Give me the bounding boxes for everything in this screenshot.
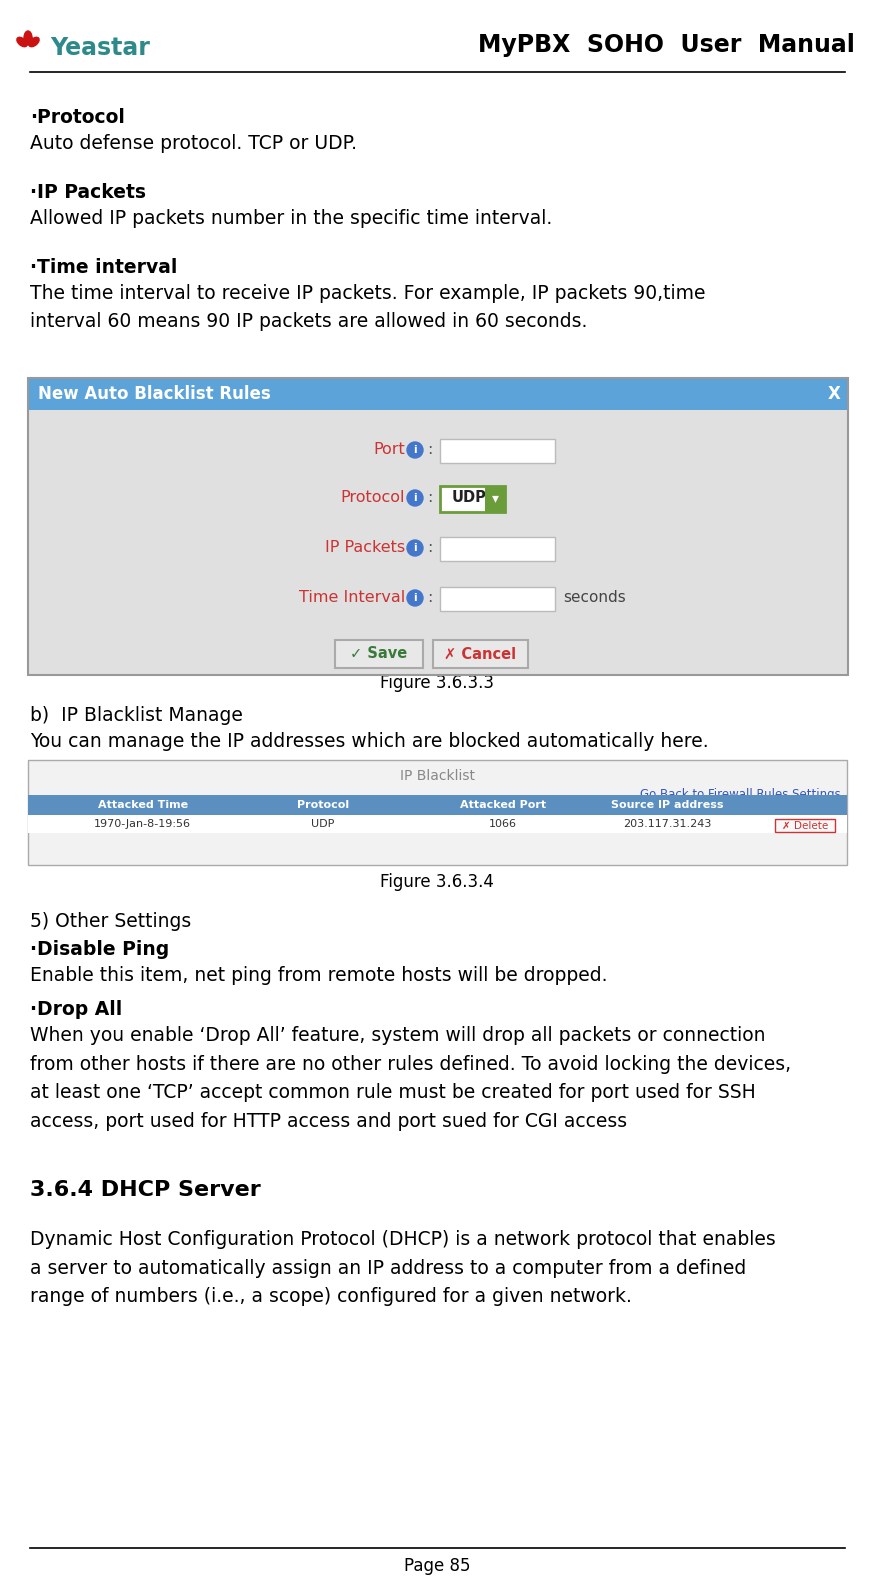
Circle shape [407,442,423,458]
Text: When you enable ‘Drop All’ feature, system will drop all packets or connection
f: When you enable ‘Drop All’ feature, syst… [30,1025,791,1131]
Text: ·Drop All: ·Drop All [30,1000,123,1019]
Text: 1970-Jan-8-19:56: 1970-Jan-8-19:56 [94,818,191,830]
Text: 5) Other Settings: 5) Other Settings [30,912,192,931]
Text: seconds: seconds [563,591,626,605]
Text: Page 85: Page 85 [403,1556,470,1575]
Bar [28,378,848,409]
Bar [28,378,848,675]
Bar [28,409,848,675]
Text: 203.117.31.243: 203.117.31.243 [623,818,711,830]
Circle shape [407,540,423,556]
Text: Allowed IP packets number in the specific time interval.: Allowed IP packets number in the specifi… [30,209,552,228]
Text: :: : [427,591,432,605]
Bar [433,640,528,668]
Text: IP Packets: IP Packets [325,540,405,556]
Circle shape [407,589,423,607]
Text: :: : [427,490,432,506]
Text: ·Time interval: ·Time interval [30,258,178,276]
Text: Time Interval: Time Interval [298,591,405,605]
Bar [28,815,847,833]
Bar [440,439,555,463]
Text: Attacked Time: Attacked Time [98,799,188,811]
Text: Auto defense protocol. TCP or UDP.: Auto defense protocol. TCP or UDP. [30,134,357,153]
Text: UDP: UDP [312,818,334,830]
Text: New Auto Blacklist Rules: New Auto Blacklist Rules [38,386,270,403]
Text: Port: Port [374,442,405,458]
Text: 1066: 1066 [489,818,517,830]
Text: i: i [413,592,416,604]
Ellipse shape [17,38,27,47]
Text: Figure 3.6.3.4: Figure 3.6.3.4 [380,874,493,891]
Bar [485,487,505,512]
Bar [28,760,847,864]
Text: ·Protocol: ·Protocol [30,107,125,126]
Bar [28,795,847,815]
Bar [440,588,555,611]
Text: ✗ Delete: ✗ Delete [782,820,828,831]
Text: ·IP Packets: ·IP Packets [30,183,146,202]
Text: Attacked Port: Attacked Port [460,799,546,811]
Bar [440,487,505,512]
Text: :: : [427,442,432,458]
Text: Source IP address: Source IP address [611,799,723,811]
Text: 3.6.4 DHCP Server: 3.6.4 DHCP Server [30,1180,261,1199]
Text: MyPBX  SOHO  User  Manual: MyPBX SOHO User Manual [478,33,855,57]
Text: You can manage the IP addresses which are blocked automatically here.: You can manage the IP addresses which ar… [30,732,709,750]
Text: b)  IP Blacklist Manage: b) IP Blacklist Manage [30,706,243,725]
Bar [335,640,423,668]
Text: X: X [828,386,840,403]
Circle shape [27,36,33,43]
Text: Go Back to Firewall Rules Settings: Go Back to Firewall Rules Settings [640,788,841,801]
Ellipse shape [29,38,39,47]
Text: UDP: UDP [452,490,486,506]
Text: ▾: ▾ [492,491,499,506]
Bar [775,818,835,833]
Text: ·Disable Ping: ·Disable Ping [30,940,169,959]
Circle shape [407,490,423,506]
Text: The time interval to receive IP packets. For example, IP packets 90,time
interva: The time interval to receive IP packets.… [30,284,705,330]
Text: ✓ Save: ✓ Save [350,646,408,662]
Text: IP Blacklist: IP Blacklist [400,769,475,784]
Ellipse shape [24,32,32,44]
Text: ✗ Cancel: ✗ Cancel [444,646,516,662]
Text: Enable this item, net ping from remote hosts will be dropped.: Enable this item, net ping from remote h… [30,965,607,984]
Text: Protocol: Protocol [297,799,349,811]
Text: Yeastar: Yeastar [50,36,150,60]
Text: Figure 3.6.3.3: Figure 3.6.3.3 [380,675,494,692]
Text: Dynamic Host Configuration Protocol (DHCP) is a network protocol that enables
a : Dynamic Host Configuration Protocol (DHC… [30,1229,776,1307]
Text: i: i [413,446,416,455]
Text: i: i [413,544,416,553]
Text: i: i [413,493,416,502]
Text: Protocol: Protocol [340,490,405,506]
Text: :: : [427,540,432,556]
Bar [440,537,555,561]
